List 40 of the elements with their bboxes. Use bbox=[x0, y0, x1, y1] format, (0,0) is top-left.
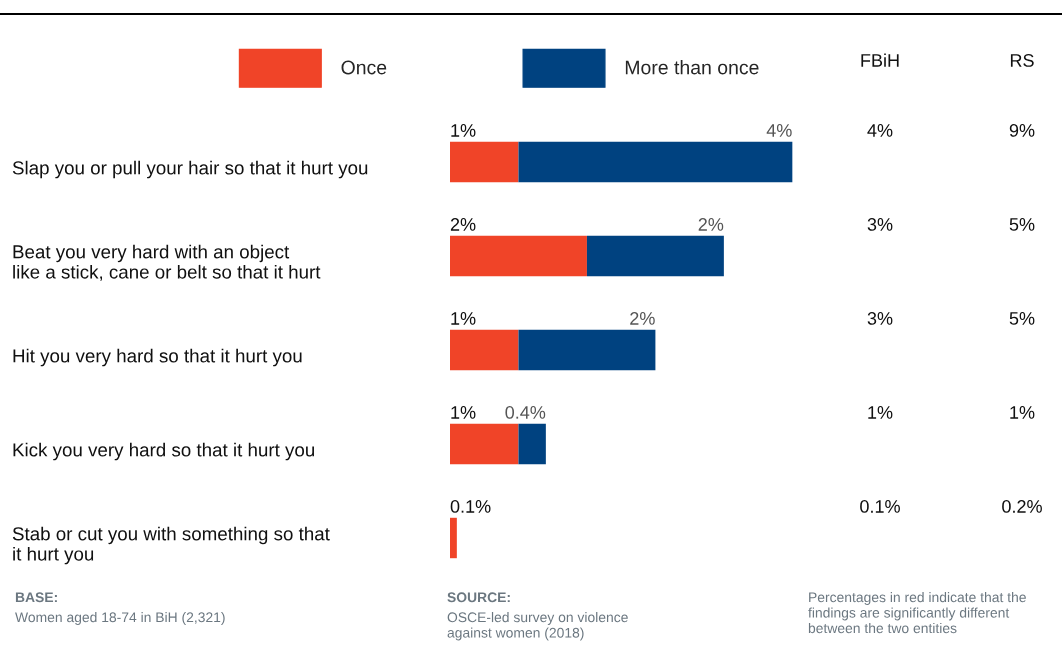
data-label: 1% bbox=[451, 312, 476, 325]
annotation: SOURCE: OSCE-led survey on violence against women (2018) bbox=[447, 592, 628, 641]
data-label: 2% bbox=[630, 312, 655, 325]
text: Percentages in red indicate that the findings are significantly different between the two entities bbox=[808, 592, 1026, 634]
text: 3% bbox=[867, 312, 893, 325]
y-tick-label: Slap you or pull your hair so that it hurt you bbox=[12, 160, 368, 179]
data-label: 1% bbox=[451, 124, 476, 137]
text: FBiH bbox=[861, 53, 899, 67]
bar bbox=[450, 141, 519, 183]
y-tick-label: Kick you very hard so that it hurt you bbox=[13, 442, 315, 461]
legend-label: Once bbox=[341, 60, 387, 75]
data-label: 1% bbox=[451, 406, 476, 419]
text: 0.1% bbox=[860, 500, 900, 513]
text: 0.2% bbox=[1002, 500, 1042, 513]
bar bbox=[450, 329, 519, 371]
data-label: 0.4% bbox=[505, 406, 546, 419]
text: 9% bbox=[1009, 124, 1035, 137]
text: 5% bbox=[1009, 218, 1035, 231]
data-label: 2% bbox=[698, 218, 724, 231]
y-tick-label: Beat you very hard with an object like a stick, cane or belt so that it hurt bbox=[13, 244, 321, 281]
legend-label: More than once bbox=[625, 60, 759, 75]
text: 5% bbox=[1009, 312, 1035, 325]
bar bbox=[450, 517, 457, 559]
data-label: 4% bbox=[766, 124, 792, 137]
data-label: 2% bbox=[450, 218, 476, 231]
bar bbox=[518, 141, 793, 183]
y-tick-label: Hit you very hard so that it hurt you bbox=[13, 348, 302, 367]
y-tick-label: Stab or cut you with something so that it hurt you bbox=[12, 526, 330, 565]
text: 1% bbox=[1010, 406, 1035, 419]
bar bbox=[518, 329, 656, 371]
bar bbox=[518, 423, 546, 465]
data-label: 0.1% bbox=[450, 500, 491, 513]
text: 4% bbox=[867, 124, 893, 137]
text: 3% bbox=[867, 218, 893, 231]
text: BASE: Women aged 18-74 in BiH (2,321) bbox=[15, 592, 225, 625]
text: 1% bbox=[868, 406, 893, 419]
bar bbox=[450, 423, 519, 465]
bar bbox=[450, 235, 587, 277]
bar bbox=[586, 235, 724, 277]
text: RS bbox=[1010, 54, 1034, 67]
